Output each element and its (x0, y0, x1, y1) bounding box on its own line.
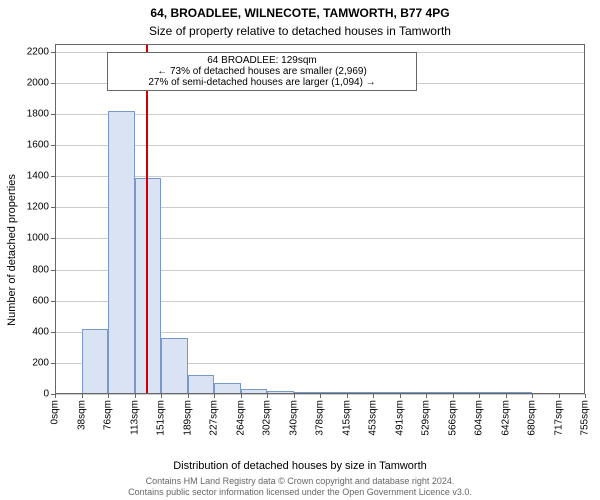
footer-line-2: Contains public sector information licen… (0, 487, 600, 498)
x-tick-mark (188, 394, 189, 398)
x-tick-label: 566sqm (447, 400, 458, 436)
y-tick-label: 1400 (27, 171, 49, 182)
x-tick-mark (426, 394, 427, 398)
y-tick-label: 200 (32, 357, 49, 368)
x-axis-label: Distribution of detached houses by size … (0, 460, 600, 472)
x-tick-label: 0sqm (50, 400, 61, 424)
x-tick-mark (108, 394, 109, 398)
y-axis-label: Number of detached properties (6, 174, 18, 326)
x-tick-label: 264sqm (235, 400, 246, 436)
x-tick-label: 38sqm (76, 400, 87, 430)
chart-title-sub: Size of property relative to detached ho… (0, 24, 600, 38)
x-tick-label: 529sqm (421, 400, 432, 436)
x-tick-label: 453sqm (368, 400, 379, 436)
y-tick-label: 1000 (27, 233, 49, 244)
x-tick-mark (347, 394, 348, 398)
x-tick-mark (82, 394, 83, 398)
y-tick-label: 0 (43, 389, 49, 400)
chart-title-main: 64, BROADLEE, WILNECOTE, TAMWORTH, B77 4… (0, 6, 600, 20)
x-tick-label: 302sqm (262, 400, 273, 436)
x-tick-label: 76sqm (103, 400, 114, 430)
y-tick-label: 1600 (27, 140, 49, 151)
x-tick-mark (294, 394, 295, 398)
x-tick-mark (320, 394, 321, 398)
x-tick-label: 415sqm (341, 400, 352, 436)
y-tick-label: 600 (32, 295, 49, 306)
x-tick-mark (532, 394, 533, 398)
plot-border (55, 44, 585, 394)
x-tick-label: 642sqm (500, 400, 511, 436)
x-tick-label: 680sqm (527, 400, 538, 436)
x-tick-mark (214, 394, 215, 398)
x-tick-label: 227sqm (209, 400, 220, 436)
x-tick-mark (241, 394, 242, 398)
x-tick-label: 113sqm (129, 400, 140, 435)
x-tick-mark (135, 394, 136, 398)
x-tick-label: 151sqm (156, 400, 167, 436)
x-tick-label: 189sqm (182, 400, 193, 436)
x-tick-label: 755sqm (580, 400, 591, 436)
x-tick-label: 378sqm (315, 400, 326, 436)
y-tick-label: 1200 (27, 202, 49, 213)
footer: Contains HM Land Registry data © Crown c… (0, 476, 600, 498)
x-tick-mark (585, 394, 586, 398)
y-tick-label: 2200 (27, 46, 49, 57)
chart-root: 64, BROADLEE, WILNECOTE, TAMWORTH, B77 4… (0, 0, 600, 500)
y-tick-label: 2000 (27, 77, 49, 88)
y-tick-label: 400 (32, 326, 49, 337)
x-tick-label: 340sqm (288, 400, 299, 436)
x-tick-mark (55, 394, 56, 398)
x-tick-label: 717sqm (553, 400, 564, 436)
x-tick-mark (453, 394, 454, 398)
x-tick-mark (161, 394, 162, 398)
x-tick-label: 491sqm (394, 400, 405, 436)
x-tick-mark (400, 394, 401, 398)
x-tick-mark (506, 394, 507, 398)
y-tick-label: 1800 (27, 109, 49, 120)
x-tick-mark (373, 394, 374, 398)
footer-line-1: Contains HM Land Registry data © Crown c… (0, 476, 600, 487)
plot-area: 0200400600800100012001400160018002000220… (55, 44, 585, 394)
x-tick-mark (479, 394, 480, 398)
x-tick-label: 604sqm (474, 400, 485, 436)
y-tick-label: 800 (32, 264, 49, 275)
x-tick-mark (559, 394, 560, 398)
x-tick-mark (267, 394, 268, 398)
